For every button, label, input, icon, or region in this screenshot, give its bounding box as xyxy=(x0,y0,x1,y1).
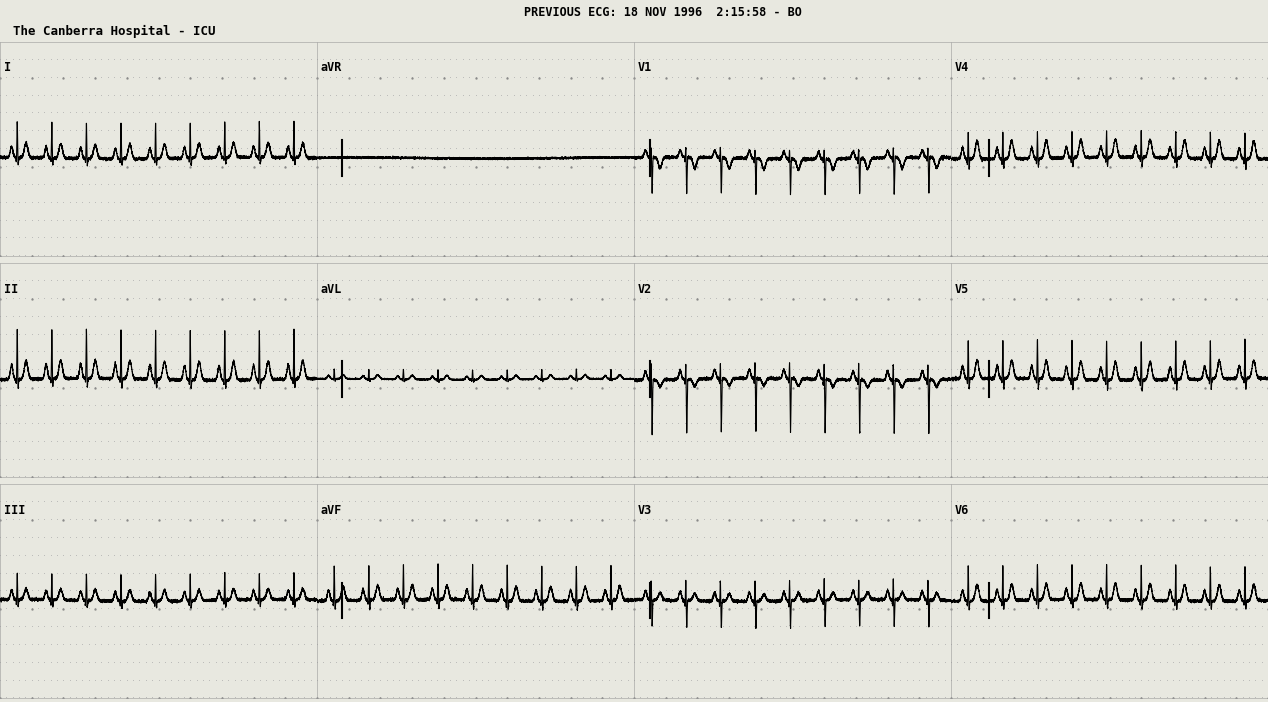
Text: The Canberra Hospital - ICU: The Canberra Hospital - ICU xyxy=(13,25,216,38)
Text: V4: V4 xyxy=(955,61,969,74)
Text: II: II xyxy=(4,282,18,296)
Text: V5: V5 xyxy=(955,282,969,296)
Text: PREVIOUS ECG: 18 NOV 1996  2:15:58 - BO: PREVIOUS ECG: 18 NOV 1996 2:15:58 - BO xyxy=(467,6,801,19)
Text: aVL: aVL xyxy=(321,282,342,296)
Text: V2: V2 xyxy=(638,282,652,296)
Text: III: III xyxy=(4,503,25,517)
Text: aVR: aVR xyxy=(321,61,342,74)
Text: V6: V6 xyxy=(955,503,969,517)
Text: I: I xyxy=(4,61,11,74)
Text: aVF: aVF xyxy=(321,503,342,517)
Text: V1: V1 xyxy=(638,61,652,74)
Text: V3: V3 xyxy=(638,503,652,517)
